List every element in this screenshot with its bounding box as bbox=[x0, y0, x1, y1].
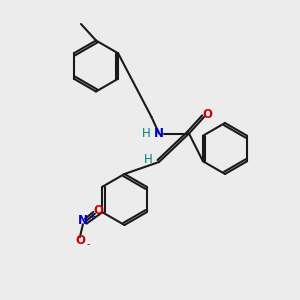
Text: O: O bbox=[202, 107, 213, 121]
Text: H: H bbox=[142, 127, 151, 140]
Text: H: H bbox=[144, 152, 153, 166]
Text: N: N bbox=[154, 127, 164, 140]
Text: +: + bbox=[88, 212, 95, 221]
Text: N: N bbox=[78, 214, 88, 227]
Text: O: O bbox=[93, 204, 103, 217]
Text: -: - bbox=[87, 239, 90, 249]
Text: O: O bbox=[75, 234, 85, 247]
